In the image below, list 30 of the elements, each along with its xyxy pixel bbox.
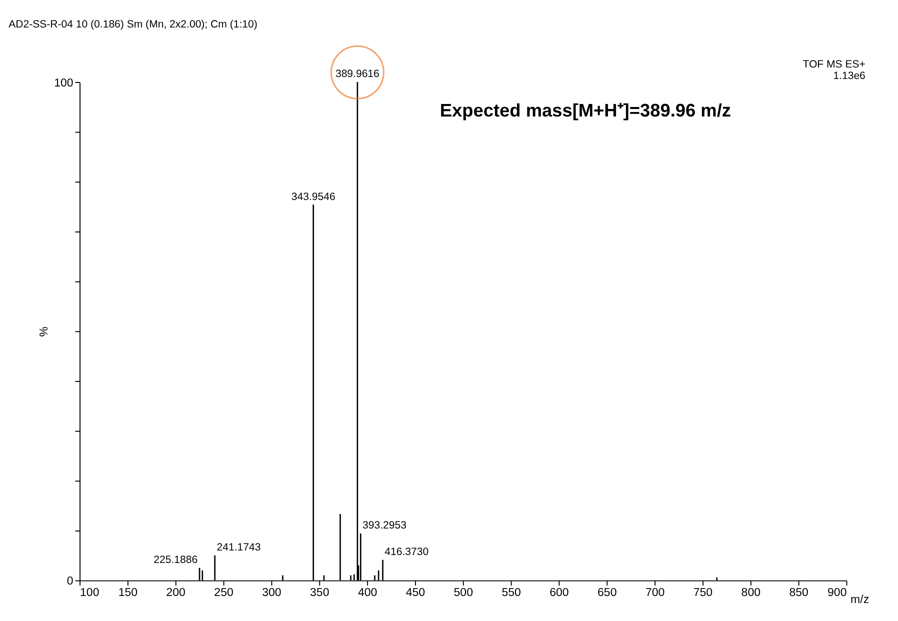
chart-title: AD2-SS-R-04 10 (0.186) Sm (Mn, 2x2.00); Cm (1:10) xyxy=(8,18,258,31)
annotation: 393.2953 xyxy=(362,520,407,532)
annotation: 416.3730 xyxy=(384,546,429,558)
x-tick-label: 100 xyxy=(80,587,100,600)
x-tick-label: 300 xyxy=(262,587,282,600)
x-tick-label: 450 xyxy=(406,587,426,600)
annotation: Expected mass[M+H⁺]=389.96 m/z xyxy=(440,100,731,120)
annotation: 343.9546 xyxy=(291,190,336,203)
x-tick-label: 850 xyxy=(789,587,808,600)
annotation: 389.9616 xyxy=(335,68,380,80)
text: 1.13e6 xyxy=(833,70,866,82)
text: TOF MS ES+ xyxy=(802,58,866,71)
annotation: 225.1886 xyxy=(154,554,198,566)
x-axis-title: m/z xyxy=(850,594,870,606)
x-tick-label: 250 xyxy=(214,587,234,600)
y-axis-title: % xyxy=(38,326,50,337)
y-tick-label: 0 xyxy=(66,576,74,588)
x-tick-label: 550 xyxy=(502,587,521,600)
x-tick-label: 900 xyxy=(828,587,847,600)
annotation: 241.1743 xyxy=(216,542,261,554)
x-tick-label: 150 xyxy=(118,587,138,600)
x-tick-label: 200 xyxy=(166,587,186,600)
x-tick-label: 650 xyxy=(598,587,617,600)
x-tick-label: 350 xyxy=(310,587,330,600)
x-tick-label: 800 xyxy=(741,587,760,600)
x-tick-label: 700 xyxy=(645,587,665,600)
x-tick-label: 750 xyxy=(693,587,713,600)
x-tick-label: 400 xyxy=(358,587,378,600)
x-tick-label: 500 xyxy=(454,587,473,600)
x-tick-label: 600 xyxy=(550,587,569,600)
